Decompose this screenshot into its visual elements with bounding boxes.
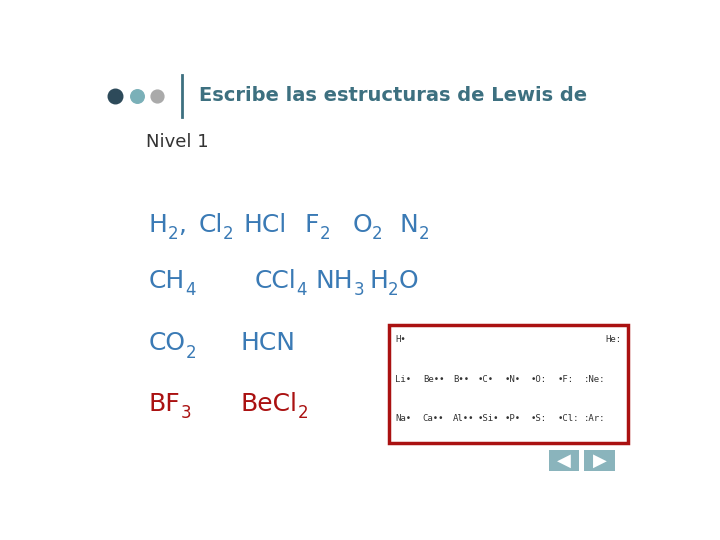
Text: 2: 2 — [297, 404, 308, 422]
Text: NH: NH — [316, 269, 354, 293]
Point — [151, 92, 163, 100]
Text: •Cl:: •Cl: — [557, 414, 579, 423]
Point — [132, 92, 143, 100]
Text: 2: 2 — [223, 225, 234, 243]
Text: BeCl: BeCl — [240, 392, 297, 416]
Text: :Ar:: :Ar: — [584, 414, 605, 423]
Text: H: H — [369, 269, 388, 293]
Text: He:: He: — [606, 335, 622, 344]
Text: •P•: •P• — [505, 414, 521, 423]
Text: Al••: Al•• — [453, 414, 474, 423]
Point — [109, 92, 121, 100]
Text: Be••: Be•• — [423, 375, 444, 383]
Text: Na•: Na• — [395, 414, 411, 423]
Text: •F:: •F: — [557, 375, 573, 383]
Text: H•: H• — [395, 335, 406, 344]
Text: ,: , — [178, 213, 186, 237]
Text: 2: 2 — [418, 225, 429, 243]
Text: BF: BF — [148, 392, 180, 416]
Text: O: O — [352, 213, 372, 237]
Text: HCN: HCN — [240, 332, 296, 355]
Text: 3: 3 — [180, 404, 191, 422]
Bar — [389, 325, 629, 443]
Text: N: N — [400, 213, 418, 237]
Text: CO: CO — [148, 332, 186, 355]
Text: •S:: •S: — [531, 414, 547, 423]
Text: Ca••: Ca•• — [423, 414, 444, 423]
Text: CH: CH — [148, 269, 185, 293]
Text: •O:: •O: — [531, 375, 547, 383]
Text: •Si•: •Si• — [478, 414, 500, 423]
Text: Escribe las estructuras de Lewis de: Escribe las estructuras de Lewis de — [199, 86, 587, 105]
Text: CCl: CCl — [255, 269, 297, 293]
Text: 4: 4 — [297, 281, 307, 299]
Text: 4: 4 — [185, 281, 195, 299]
Text: O: O — [398, 269, 418, 293]
Text: 2: 2 — [186, 343, 197, 362]
Text: Cl: Cl — [199, 213, 223, 237]
Text: 3: 3 — [354, 281, 364, 299]
Text: 2: 2 — [388, 281, 398, 299]
Text: ▶: ▶ — [593, 451, 607, 470]
Text: H: H — [148, 213, 168, 237]
Text: •N•: •N• — [505, 375, 521, 383]
Text: •C•: •C• — [478, 375, 494, 383]
Bar — [585, 450, 615, 471]
Bar — [549, 450, 580, 471]
Text: 2: 2 — [372, 225, 382, 243]
Text: :Ne:: :Ne: — [584, 375, 605, 383]
Text: F: F — [305, 213, 320, 237]
Text: 2: 2 — [320, 225, 330, 243]
Text: 2: 2 — [168, 225, 178, 243]
Text: Li•: Li• — [395, 375, 411, 383]
Text: B••: B•• — [453, 375, 469, 383]
Text: Nivel 1: Nivel 1 — [145, 133, 208, 151]
Text: ◀: ◀ — [557, 451, 571, 470]
Text: HCl: HCl — [243, 213, 287, 237]
